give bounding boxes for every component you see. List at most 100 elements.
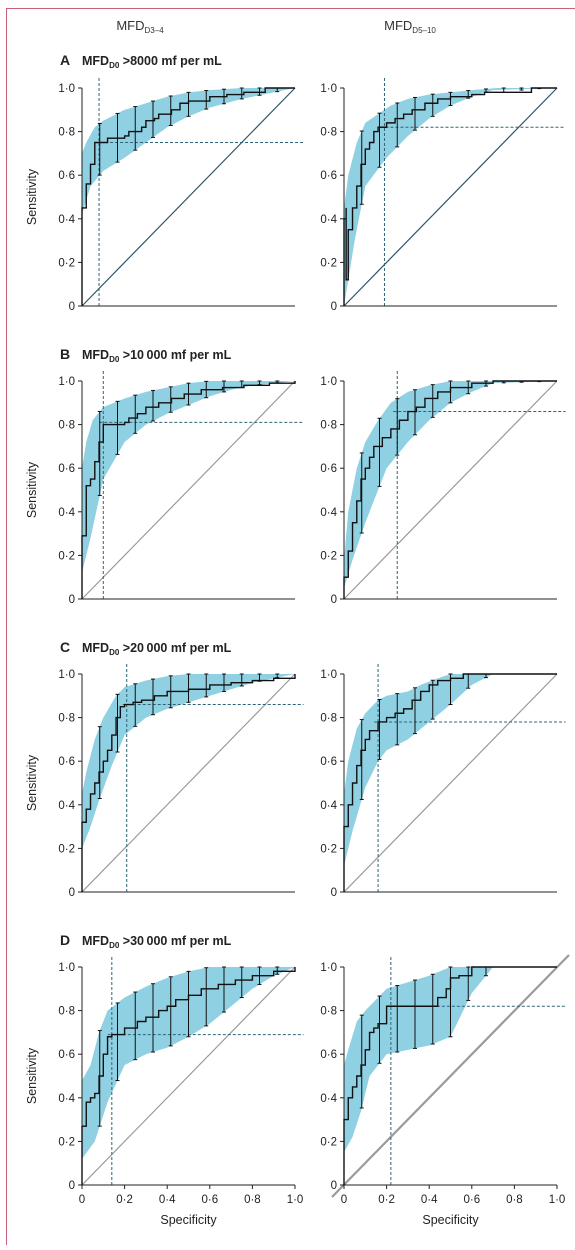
panel-letter-a: A — [60, 52, 70, 68]
x-tick-label: 0·6 — [463, 1194, 480, 1206]
roc-panel-b-left: 0 0·2 0·4 0·6 0·8 1·0 Sensitivity — [25, 370, 304, 606]
panel-headers: A MFDD0 >8000 mf per mL B MFDD0 >10 000 … — [60, 52, 232, 950]
y-tick-label: 0·2 — [320, 843, 337, 855]
panel-letter-c: C — [60, 639, 70, 655]
panel-header-c: C MFDD0 >20 000 mf per mL — [60, 639, 232, 657]
panel-letter-d: D — [60, 932, 70, 948]
y-tick-label: 0·6 — [320, 463, 337, 475]
roc-curve — [81, 87, 295, 306]
roc-plots: 0 0·2 0·4 0·6 0·8 1·0 Sensitivity 0 0·2 0·4 0·6 0·8… — [25, 77, 570, 1227]
roc-curve — [81, 381, 296, 599]
x-tick-label: 1·0 — [549, 1194, 566, 1206]
y-tick-label: 0 — [331, 887, 337, 899]
y-tick-label: 0 — [331, 1180, 337, 1192]
y-tick-label: 0·8 — [320, 420, 337, 432]
x-tick-label: 1·0 — [287, 1194, 304, 1206]
y-tick-label: 0·4 — [320, 214, 337, 226]
y-tick-label: 0 — [69, 594, 75, 606]
roc-curve — [343, 380, 557, 599]
y-tick-label: 0·6 — [320, 756, 337, 768]
y-tick-label: 0·6 — [58, 170, 75, 182]
y-tick-label: 0·4 — [320, 507, 337, 519]
y-tick-label: 0·6 — [58, 1049, 75, 1061]
reference-diagonal — [81, 966, 296, 1186]
reference-diagonal — [343, 380, 558, 600]
column-title-left: MFDD3–4 — [116, 18, 164, 35]
x-tick-label: 0·2 — [378, 1194, 395, 1206]
y-tick-label: 0·4 — [58, 1093, 75, 1105]
y-tick-label: 1·0 — [320, 669, 337, 681]
confidence-band — [82, 381, 295, 573]
y-tick-label: 0 — [331, 594, 337, 606]
y-tick-label: 1·0 — [320, 962, 337, 974]
reference-diagonal — [81, 380, 296, 600]
roc-panel-a-right: 0 0·2 0·4 0·6 0·8 1·0 — [320, 77, 566, 313]
panel-letter-b: B — [60, 346, 70, 362]
roc-panel-d-right: 00 0·2 0·2 0·4 0·4 0·6 0·6 0·8 0·8 1·0 1·0 Specific… — [320, 954, 570, 1227]
panel-header-b: B MFDD0 >10 000 mf per mL — [60, 346, 232, 364]
roc-curve — [343, 673, 557, 892]
y-tick-label: 0·6 — [58, 463, 75, 475]
y-tick-label: 0·6 — [58, 756, 75, 768]
x-axis-label: Specificity — [422, 1213, 479, 1227]
y-axis-label: Sensitivity — [25, 168, 39, 225]
y-tick-label: 0·6 — [320, 170, 337, 182]
y-axis-label: Sensitivity — [25, 461, 39, 518]
reference-diagonal — [81, 87, 296, 307]
y-tick-label: 0·4 — [58, 214, 75, 226]
figure-border — [6, 8, 575, 1245]
y-tick-label: 0·2 — [58, 257, 75, 269]
panel-header-d: D MFDD0 >30 000 mf per mL — [60, 932, 232, 950]
y-tick-label: 0·8 — [58, 127, 75, 139]
y-axis-label: Sensitivity — [25, 754, 39, 811]
y-tick-label: 0·8 — [320, 1006, 337, 1018]
y-tick-label: 0·8 — [58, 1006, 75, 1018]
y-tick-label: 0·2 — [320, 550, 337, 562]
y-tick-label: 0·2 — [320, 257, 337, 269]
y-tick-label: 0·8 — [320, 713, 337, 725]
x-axis-label: Specificity — [160, 1213, 217, 1227]
y-tick-label: 0 — [331, 301, 337, 313]
y-tick-label: 0·2 — [58, 550, 75, 562]
x-tick-label: 0·4 — [421, 1194, 438, 1206]
reference-diagonal — [331, 954, 570, 1198]
y-tick-label: 0·2 — [58, 843, 75, 855]
reference-diagonal — [81, 673, 296, 893]
y-tick-label: 0·8 — [58, 713, 75, 725]
y-tick-label: 0·6 — [320, 1049, 337, 1061]
roc-curve — [81, 967, 296, 1185]
y-tick-label: 0 — [69, 887, 75, 899]
panel-title-c: MFDD0 >20 000 mf per mL — [82, 641, 232, 657]
y-tick-label: 1·0 — [320, 83, 337, 95]
x-tick-label: 0·4 — [159, 1194, 176, 1206]
roc-panel-d-left: 00 0·2 0·2 0·4 0·4 0·6 0·6 0·8 0·8 1·0 1·0 Sensitiv… — [25, 956, 304, 1227]
roc-panel-a-left: 0 0·2 0·4 0·6 0·8 1·0 Sensitivity — [25, 77, 304, 313]
reference-diagonal — [343, 673, 558, 893]
y-tick-label: 1·0 — [320, 376, 337, 388]
y-tick-label: 1·0 — [58, 376, 75, 388]
reference-diagonal — [343, 87, 558, 307]
y-tick-label: 0 — [69, 1180, 75, 1192]
y-tick-label: 1·0 — [58, 962, 75, 974]
y-tick-label: 1·0 — [58, 669, 75, 681]
y-tick-label: 0·8 — [320, 127, 337, 139]
confidence-band — [344, 381, 557, 589]
roc-panel-c-right: 0 0·2 0·4 0·6 0·8 1·0 — [320, 663, 566, 899]
y-tick-label: 0·4 — [58, 800, 75, 812]
x-tick-label: 0·2 — [116, 1194, 133, 1206]
column-titles: MFDD3–4 MFDD5–10 — [116, 18, 436, 35]
column-title-right: MFDD5–10 — [384, 18, 436, 35]
y-tick-label: 0·4 — [320, 1093, 337, 1105]
y-tick-label: 0·2 — [320, 1136, 337, 1148]
roc-curve — [343, 87, 557, 306]
x-tick-label: 0·8 — [244, 1194, 261, 1206]
roc-panel-c-left: 0 0·2 0·4 0·6 0·8 1·0 Sensitivity — [25, 663, 304, 899]
y-tick-label: 0·4 — [58, 507, 75, 519]
x-tick-label: 0 — [341, 1194, 347, 1206]
panel-title-d: MFDD0 >30 000 mf per mL — [82, 934, 232, 950]
roc-curve — [81, 674, 296, 892]
y-tick-label: 1·0 — [58, 83, 75, 95]
y-tick-label: 0·4 — [320, 800, 337, 812]
y-axis-label: Sensitivity — [25, 1047, 39, 1104]
